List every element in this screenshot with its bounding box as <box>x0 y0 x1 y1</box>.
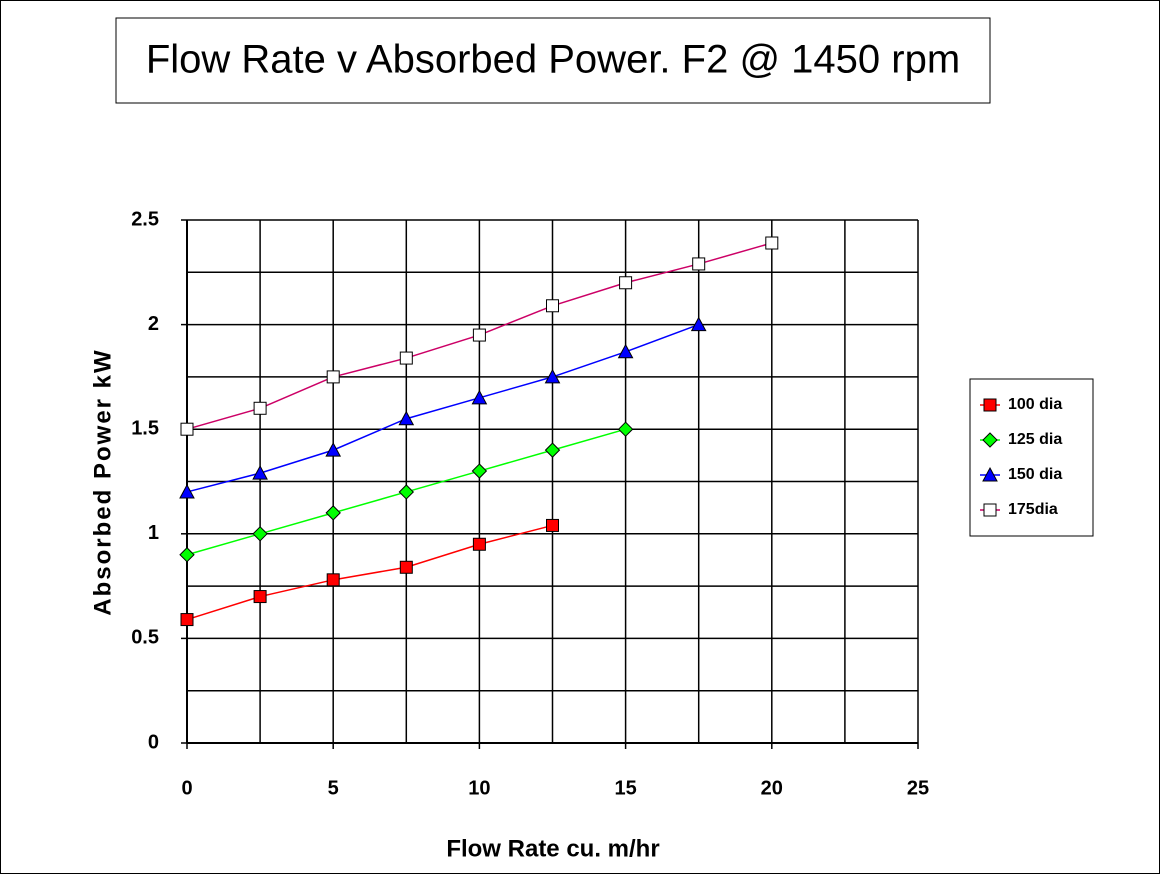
x-tick-label: 10 <box>468 777 490 799</box>
marker <box>180 422 194 436</box>
marker <box>180 613 194 627</box>
x-tick-label: 20 <box>761 777 783 799</box>
y-tick-label: 0.5 <box>131 627 159 649</box>
legend-marker <box>982 432 998 448</box>
marker <box>472 328 486 342</box>
y-tick-label: 2 <box>148 313 159 335</box>
marker <box>252 526 268 542</box>
y-tick-label: 0 <box>148 731 159 753</box>
marker <box>326 370 340 384</box>
marker <box>325 442 342 457</box>
marker <box>253 401 267 415</box>
marker <box>617 421 634 437</box>
marker <box>546 299 559 313</box>
x-axis-label: Flow Rate cu. m/hr <box>446 835 659 862</box>
marker <box>253 590 267 604</box>
marker <box>471 389 488 405</box>
marker <box>617 343 634 359</box>
marker <box>179 547 195 563</box>
legend-label: 125 dia <box>1008 431 1062 448</box>
x-tick-label: 5 <box>328 777 339 799</box>
marker <box>399 351 413 365</box>
series-line <box>186 524 553 621</box>
x-tick-label: 15 <box>614 777 636 799</box>
legend-label: 175dia <box>1008 501 1058 518</box>
series-line <box>186 323 699 493</box>
marker <box>252 465 268 480</box>
y-tick-label: 2.5 <box>131 208 159 230</box>
marker <box>544 442 561 458</box>
marker <box>544 368 561 384</box>
marker <box>179 483 195 499</box>
y-axis-label: Absorbed Power kW <box>89 348 116 615</box>
marker <box>326 573 340 587</box>
marker <box>399 560 413 574</box>
legend-marker <box>982 466 998 482</box>
marker <box>619 276 633 290</box>
marker <box>398 484 415 500</box>
x-tick-label: 25 <box>907 777 929 799</box>
legend-label: 150 dia <box>1008 466 1062 483</box>
legend-marker <box>983 398 997 412</box>
chart-title: Flow Rate v Absorbed Power. F2 @ 1450 rp… <box>146 38 960 82</box>
marker <box>692 257 706 271</box>
marker <box>471 463 488 479</box>
x-tick-label: 0 <box>181 777 192 799</box>
marker <box>325 505 341 521</box>
marker <box>690 316 707 332</box>
marker <box>398 410 415 426</box>
y-tick-label: 1 <box>148 522 159 544</box>
marker <box>546 518 559 532</box>
marker <box>472 537 486 551</box>
marker <box>765 236 779 250</box>
y-tick-label: 1.5 <box>131 417 159 439</box>
legend-marker <box>983 503 997 517</box>
legend-label: 100 dia <box>1008 396 1062 413</box>
title-box <box>115 17 991 104</box>
